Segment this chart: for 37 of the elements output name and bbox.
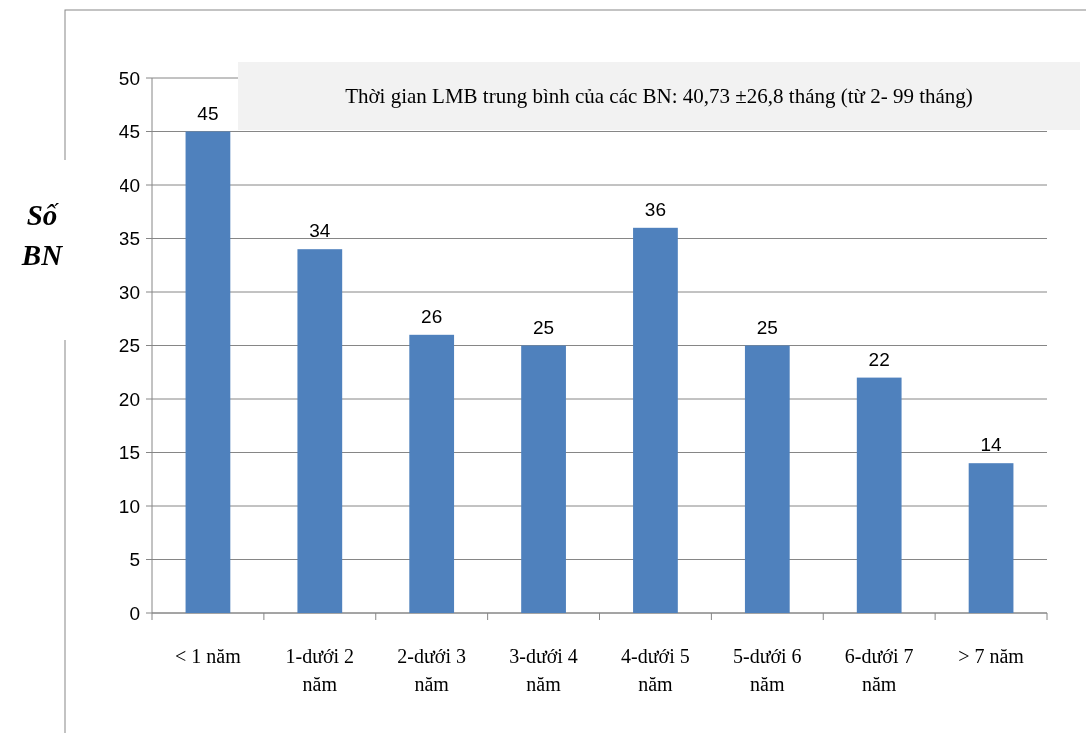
y-tick-label: 40 — [118, 174, 140, 196]
y-tick-label: 50 — [118, 67, 140, 89]
data-label: 22 — [868, 348, 890, 370]
y-tick-label: 20 — [118, 388, 140, 410]
bar — [521, 345, 566, 613]
y-tick-label: 10 — [118, 495, 140, 517]
bar — [185, 131, 231, 613]
y-tick-label: 35 — [118, 228, 140, 250]
x-tick-label: > 7 năm — [958, 645, 1025, 667]
y-tick-label: 5 — [129, 549, 140, 571]
bar — [297, 249, 343, 613]
data-label: 25 — [532, 316, 555, 338]
x-tick-label: 6-dưới 7 năm — [844, 645, 914, 695]
x-tick-label: 1-dưới 2 năm — [285, 645, 355, 695]
data-label: 26 — [421, 305, 443, 327]
y-tick-label: 25 — [118, 335, 140, 357]
bar — [633, 227, 678, 613]
bar — [968, 463, 1014, 613]
y-tick-label: 45 — [118, 121, 140, 143]
data-label: 34 — [309, 220, 331, 242]
x-tick-label: 3-dưới 4 năm — [509, 645, 578, 695]
x-tick-label: < 1 năm — [175, 645, 242, 667]
y-tick-label: 0 — [129, 602, 140, 624]
data-label: 14 — [980, 434, 1003, 456]
bar — [409, 334, 455, 613]
data-label: 45 — [197, 102, 219, 124]
x-tick-label: 5-dưới 6 năm — [732, 645, 802, 695]
data-label: 25 — [756, 316, 778, 338]
x-tick-label: 2-dưới 3 năm — [397, 645, 467, 695]
y-axis-title: Số BN — [20, 199, 64, 271]
annotation: Thời gian LMB trung bình của các BN: 40,73 ±26,8 tháng (từ 2- 99 tháng) — [345, 84, 973, 109]
y-tick-label: 30 — [118, 281, 140, 303]
y-tick-label: 15 — [118, 442, 140, 464]
x-tick-label: 4-dưới 5 năm — [621, 645, 690, 695]
bar — [856, 377, 902, 613]
bar — [744, 345, 790, 613]
data-label: 36 — [644, 198, 667, 220]
